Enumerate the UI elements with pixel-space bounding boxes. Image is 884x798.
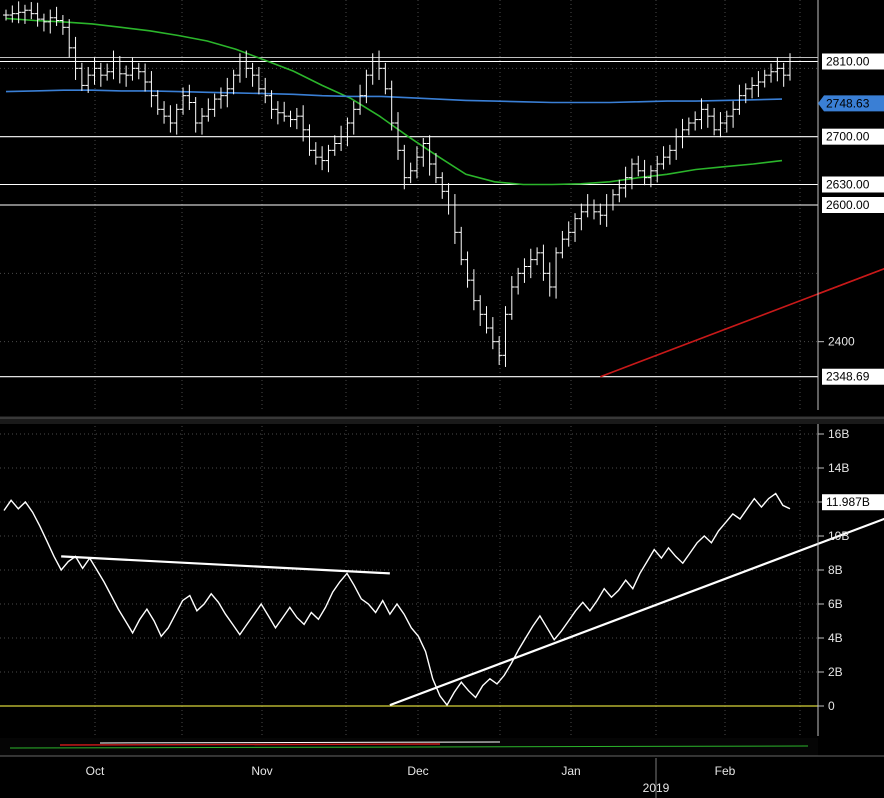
level-tag-0 [822, 53, 884, 70]
last-price-tag-label: 2748.63 [826, 96, 870, 110]
ind-tick-label-7: 14B [828, 461, 849, 475]
indicator-series [3, 492, 791, 707]
long-ma-line [5, 17, 783, 186]
red-trendline [600, 267, 884, 378]
level-tag-2 [822, 176, 884, 193]
price-axis: 2810.00 2700.00 2630.00 2600.00 2348.69 2400 2… [818, 53, 884, 385]
ind-last-tag [822, 494, 884, 511]
ind-tick-label-4: 8B [828, 563, 843, 577]
short-moving-average [5, 89, 783, 104]
indicator-axis: 02B4B6B8B10B12B14B16B11.987B [818, 427, 884, 713]
price-panel: 2810.00 2700.00 2630.00 2600.00 2348.69 2400 2… [0, 0, 884, 410]
red-trendline-ext [817, 267, 884, 295]
indicator-line [3, 492, 791, 707]
long-moving-average [5, 17, 783, 186]
indicator-gridlines [0, 426, 818, 736]
ind-last-tag-label: 11.987B [826, 495, 870, 509]
ind-tick-label-1: 2B [828, 665, 843, 679]
level-tag-label-2: 2630.00 [826, 178, 870, 192]
x-label-nov: Nov [251, 764, 272, 778]
level-tag-label-3: 2600.00 [826, 198, 870, 212]
year-label: 2019 [643, 781, 670, 795]
ind-tick-label-3: 6B [828, 597, 843, 611]
ind-tick-label-0: 0 [828, 699, 835, 713]
short-ma-line [5, 89, 783, 104]
x-label-jan: Jan [561, 764, 580, 778]
indicator-trendline-1 [389, 517, 884, 707]
level-tag-label-1: 2700.00 [826, 130, 870, 144]
indicator-trendline-0 [61, 555, 390, 575]
level-tag-1 [822, 128, 884, 145]
mini-panel-line-white [99, 741, 501, 744]
bottom-mini-panel [0, 738, 884, 757]
x-label-feb: Feb [715, 764, 736, 778]
ind-tick-label-2: 4B [828, 631, 843, 645]
x-label-oct: Oct [86, 764, 105, 778]
last-price-tag [818, 95, 884, 112]
ind-tick-label-8: 16B [828, 427, 849, 441]
level-tag-3 [822, 197, 884, 213]
mini-panel-line-red [59, 743, 441, 746]
indicator-panel: 02B4B6B8B10B12B14B16B11.987B [0, 424, 884, 736]
level-tag-4 [822, 368, 884, 385]
x-label-dec: Dec [407, 764, 428, 778]
level-tag-label-4: 2348.69 [826, 370, 870, 384]
time-axis-background [0, 757, 884, 798]
level-tag-label-0: 2810.00 [826, 55, 870, 69]
price-bars [3, 1, 793, 367]
mini-panel-line-green [9, 745, 809, 749]
ind-tick-label-5: 10B [828, 529, 849, 543]
panel-divider [0, 416, 884, 424]
indicator-trendlines [61, 517, 884, 707]
support-trendline [600, 267, 884, 378]
price-tick-label-0: 2400 [828, 335, 855, 349]
time-axis: Oct Nov Dec Jan Feb 2019 [0, 757, 884, 798]
